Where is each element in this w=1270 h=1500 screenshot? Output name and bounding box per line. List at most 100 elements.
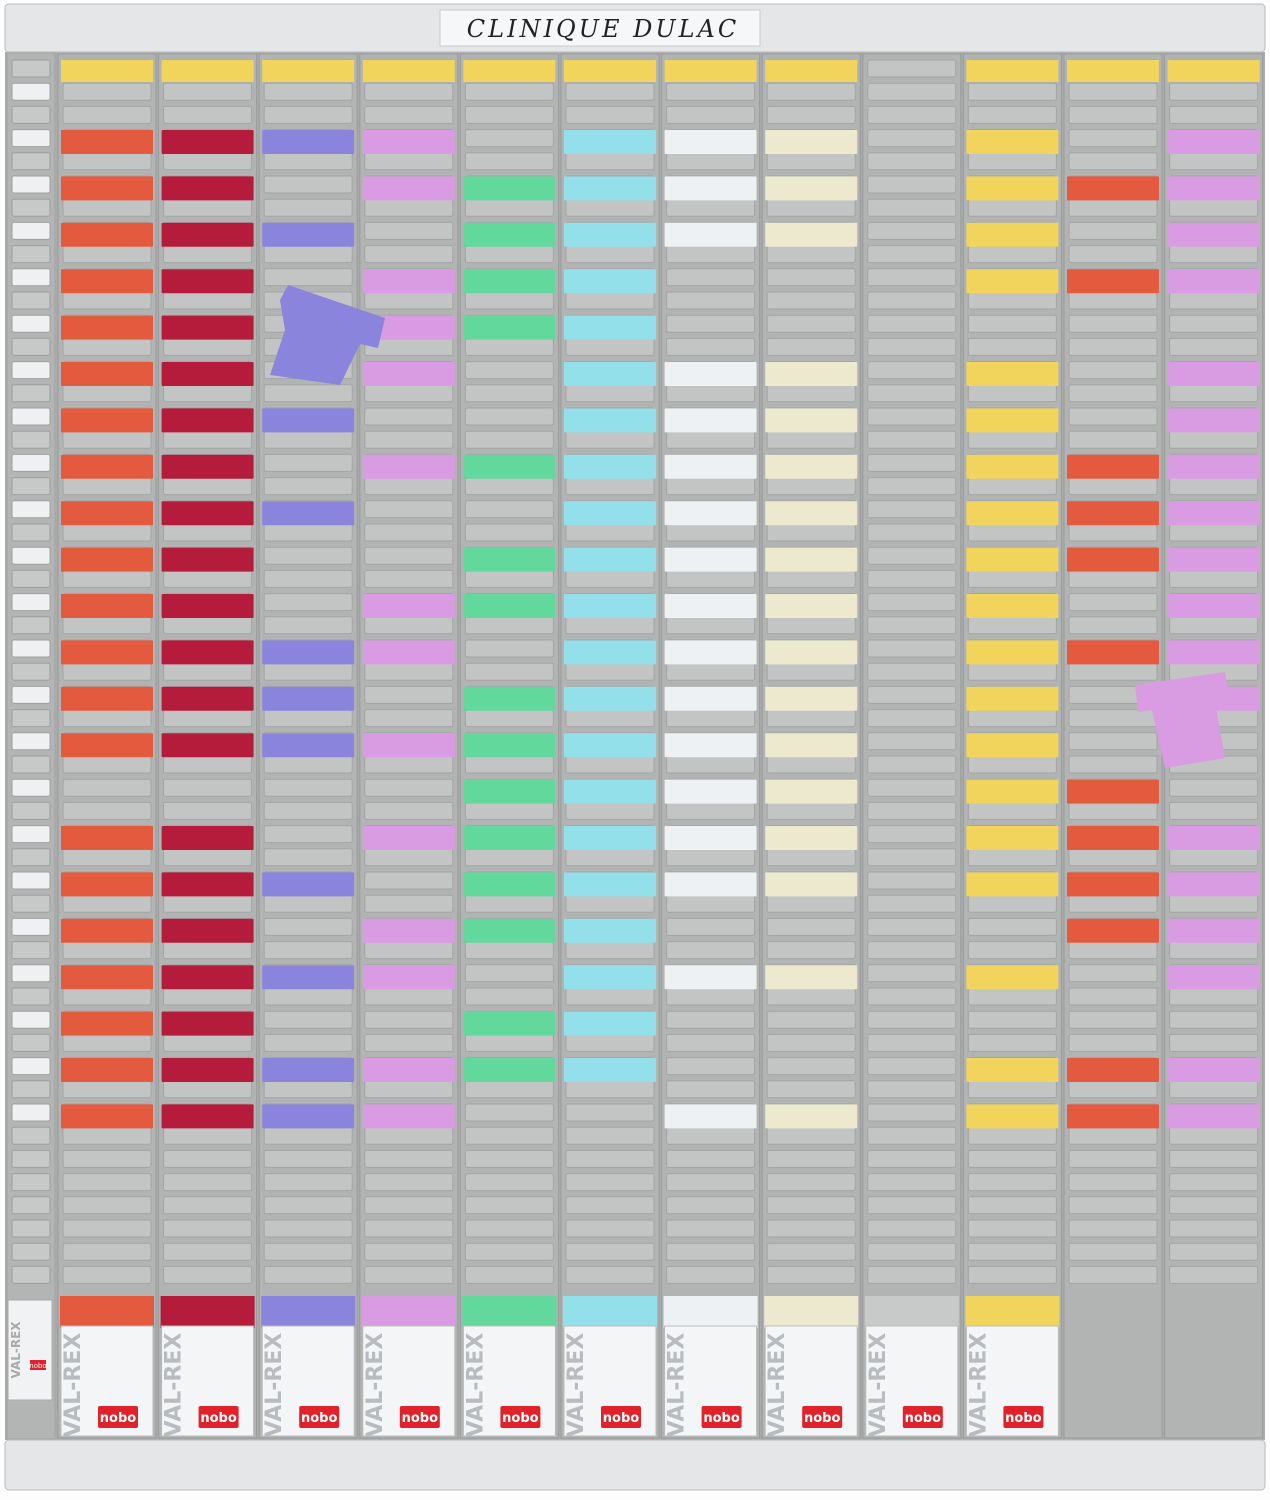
slot — [464, 407, 554, 426]
index-slot — [11, 778, 51, 797]
index-slot — [11, 1010, 51, 1029]
slot — [263, 755, 353, 774]
slot — [565, 430, 655, 449]
slot — [62, 1242, 152, 1261]
slot — [62, 384, 152, 403]
slot — [1169, 1242, 1259, 1261]
slot — [565, 848, 655, 867]
slot — [464, 1219, 554, 1238]
card — [463, 918, 556, 943]
slot — [263, 801, 353, 820]
slot — [364, 1173, 454, 1192]
slot — [766, 917, 856, 936]
slot — [464, 709, 554, 728]
slot — [1068, 987, 1158, 1006]
slot — [364, 569, 454, 588]
card — [61, 362, 153, 386]
slot — [867, 1219, 957, 1238]
slot — [364, 894, 454, 913]
index-slot — [11, 1057, 51, 1076]
slot — [766, 1219, 856, 1238]
slot — [967, 917, 1057, 936]
slot — [766, 245, 856, 264]
card — [362, 965, 455, 990]
card — [564, 269, 656, 294]
slot — [967, 1219, 1057, 1238]
slot — [867, 523, 957, 542]
card — [463, 1058, 556, 1082]
index-slot — [11, 337, 51, 356]
slot — [1169, 477, 1259, 496]
slot — [163, 616, 253, 635]
card — [765, 965, 858, 990]
slot — [364, 1080, 454, 1099]
card — [262, 501, 355, 526]
slot — [163, 198, 253, 217]
slot — [1169, 82, 1259, 101]
index-slot — [11, 453, 51, 472]
slot — [364, 1242, 454, 1261]
slot — [766, 105, 856, 124]
slot — [464, 1080, 554, 1099]
slot — [867, 871, 957, 890]
slot — [62, 477, 152, 496]
card — [564, 918, 656, 943]
slot — [364, 82, 454, 101]
index-slot — [11, 1242, 51, 1261]
slot — [867, 291, 957, 310]
slot — [263, 1265, 353, 1284]
slot — [163, 523, 253, 542]
slot — [967, 337, 1057, 356]
card — [1167, 130, 1260, 154]
slot — [1169, 848, 1259, 867]
slot — [1169, 801, 1259, 820]
index-slot — [11, 82, 51, 101]
card — [161, 640, 254, 665]
slot — [666, 198, 756, 217]
card — [1067, 779, 1159, 804]
header-card — [1167, 60, 1260, 82]
card — [161, 594, 254, 618]
loose-card — [270, 285, 385, 385]
slot — [263, 198, 353, 217]
slot — [1068, 616, 1158, 635]
slot — [1068, 291, 1158, 310]
index-slot — [11, 941, 51, 960]
card — [1167, 826, 1260, 850]
slot — [1068, 152, 1158, 171]
box-logo-bg — [902, 1406, 943, 1428]
box-top — [160, 1296, 255, 1328]
box-brand: VAL-REX — [564, 1333, 589, 1438]
slot — [867, 1196, 957, 1215]
slot — [867, 778, 957, 797]
slot — [1068, 848, 1158, 867]
slot — [1169, 291, 1259, 310]
slot — [364, 616, 454, 635]
slot — [867, 593, 957, 612]
slot — [263, 709, 353, 728]
slot — [565, 709, 655, 728]
slot — [867, 245, 957, 264]
slot — [565, 1219, 655, 1238]
slot — [565, 1242, 655, 1261]
index-slot — [11, 894, 51, 913]
slot — [464, 639, 554, 658]
card — [765, 362, 858, 386]
card — [564, 315, 656, 340]
slot — [867, 1103, 957, 1122]
card — [664, 362, 757, 386]
card — [664, 547, 757, 572]
card — [161, 501, 254, 526]
index-slot — [11, 546, 51, 565]
box-logo: nobo — [200, 1411, 236, 1426]
slot — [967, 477, 1057, 496]
slot — [565, 291, 655, 310]
slot — [666, 987, 756, 1006]
slot — [1068, 732, 1158, 751]
slot — [464, 198, 554, 217]
card — [966, 222, 1059, 247]
slot — [1169, 1173, 1259, 1192]
slot — [263, 384, 353, 403]
index-slot — [11, 917, 51, 936]
slot — [565, 245, 655, 264]
